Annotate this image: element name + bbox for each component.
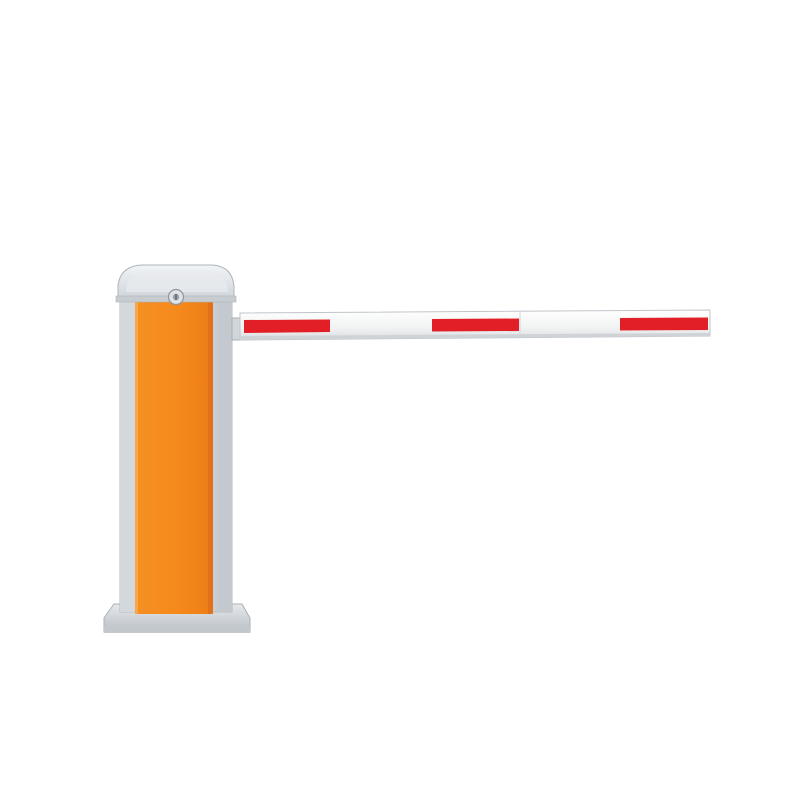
reflective-stripes	[244, 317, 708, 333]
cabinet-top-cover	[115, 264, 237, 303]
reflective-stripe	[620, 317, 708, 331]
reflective-stripe	[244, 319, 330, 333]
lock-icon	[167, 288, 185, 306]
cabinet-front-panel	[135, 300, 213, 614]
reflective-stripe	[432, 318, 519, 332]
